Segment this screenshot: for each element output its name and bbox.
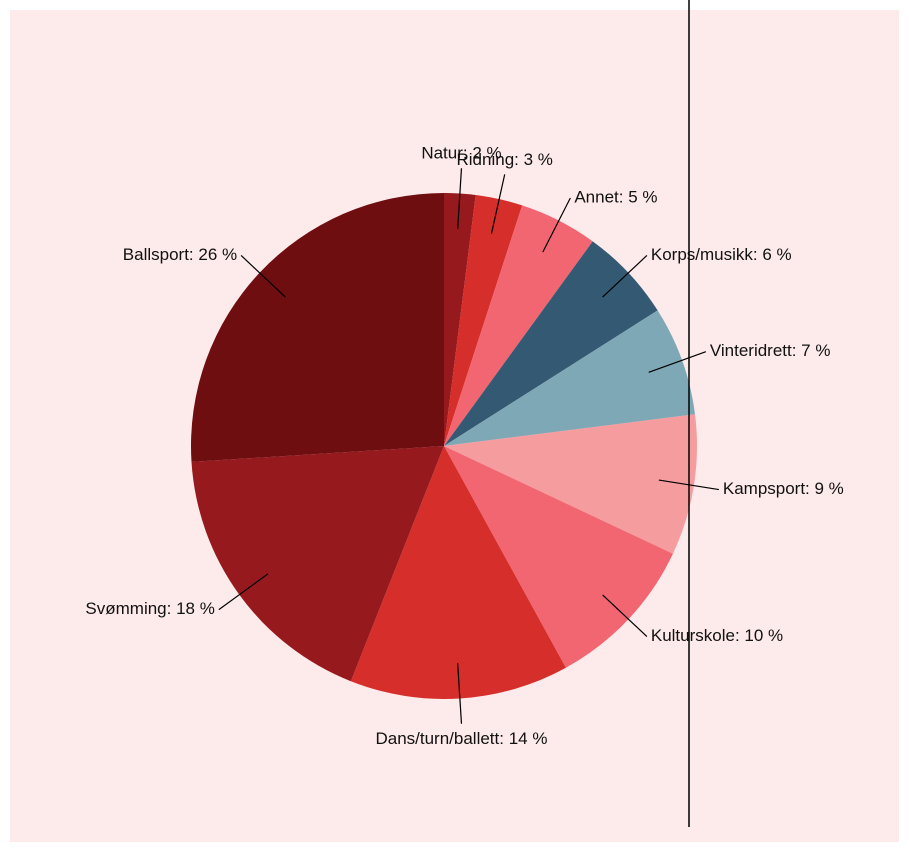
leader-line — [490, 174, 506, 234]
slice-label: Kampsport: 9 % — [723, 479, 844, 498]
pie-slice — [444, 205, 593, 446]
leader-line — [648, 351, 707, 373]
pie-slice — [191, 193, 444, 462]
slice-label: Svømming: 18 % — [85, 599, 214, 618]
slice-label: Vinteridrett: 7 % — [710, 341, 831, 360]
leader-line — [457, 168, 463, 229]
slice-label: Annet: 5 % — [574, 188, 657, 207]
slice-label: Ballsport: 26 % — [123, 245, 237, 264]
leader-line — [240, 255, 286, 298]
pie-slice — [444, 241, 658, 446]
pie-slice — [191, 446, 444, 682]
pie-slice — [444, 446, 673, 668]
leader-line — [218, 573, 269, 611]
slice-label: Ridning: 3 % — [457, 150, 553, 169]
pie: Natur: 2 %Ridning: 3 % Annet: 5 % Korps/mu… — [85, 144, 843, 749]
slice-label: Korps/musikk: 6 % — [651, 245, 792, 264]
leader-line — [542, 197, 571, 253]
leader-line — [602, 594, 648, 637]
pie-slice — [444, 414, 697, 554]
slice-label: Dans/turn/ballett: 14 % — [375, 729, 547, 748]
slice-label: Kulturskole: 10 % — [651, 626, 783, 645]
slice-label: Natur: 2 % — [421, 144, 501, 163]
leader-line — [602, 255, 648, 298]
pie-slice — [444, 194, 523, 446]
pie-slice — [350, 446, 566, 699]
pie-slice — [444, 310, 696, 446]
pie-slice — [444, 193, 476, 446]
leader-line — [457, 663, 463, 724]
